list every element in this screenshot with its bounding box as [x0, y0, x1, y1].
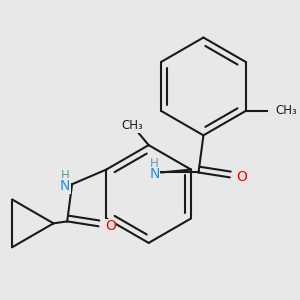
Text: CH₃: CH₃: [275, 104, 297, 117]
Text: N: N: [60, 179, 70, 193]
Text: O: O: [105, 219, 116, 233]
Text: O: O: [236, 170, 247, 184]
Text: N: N: [149, 167, 160, 182]
Text: CH₃: CH₃: [121, 119, 143, 132]
Text: H: H: [61, 169, 70, 182]
Text: H: H: [150, 157, 159, 170]
